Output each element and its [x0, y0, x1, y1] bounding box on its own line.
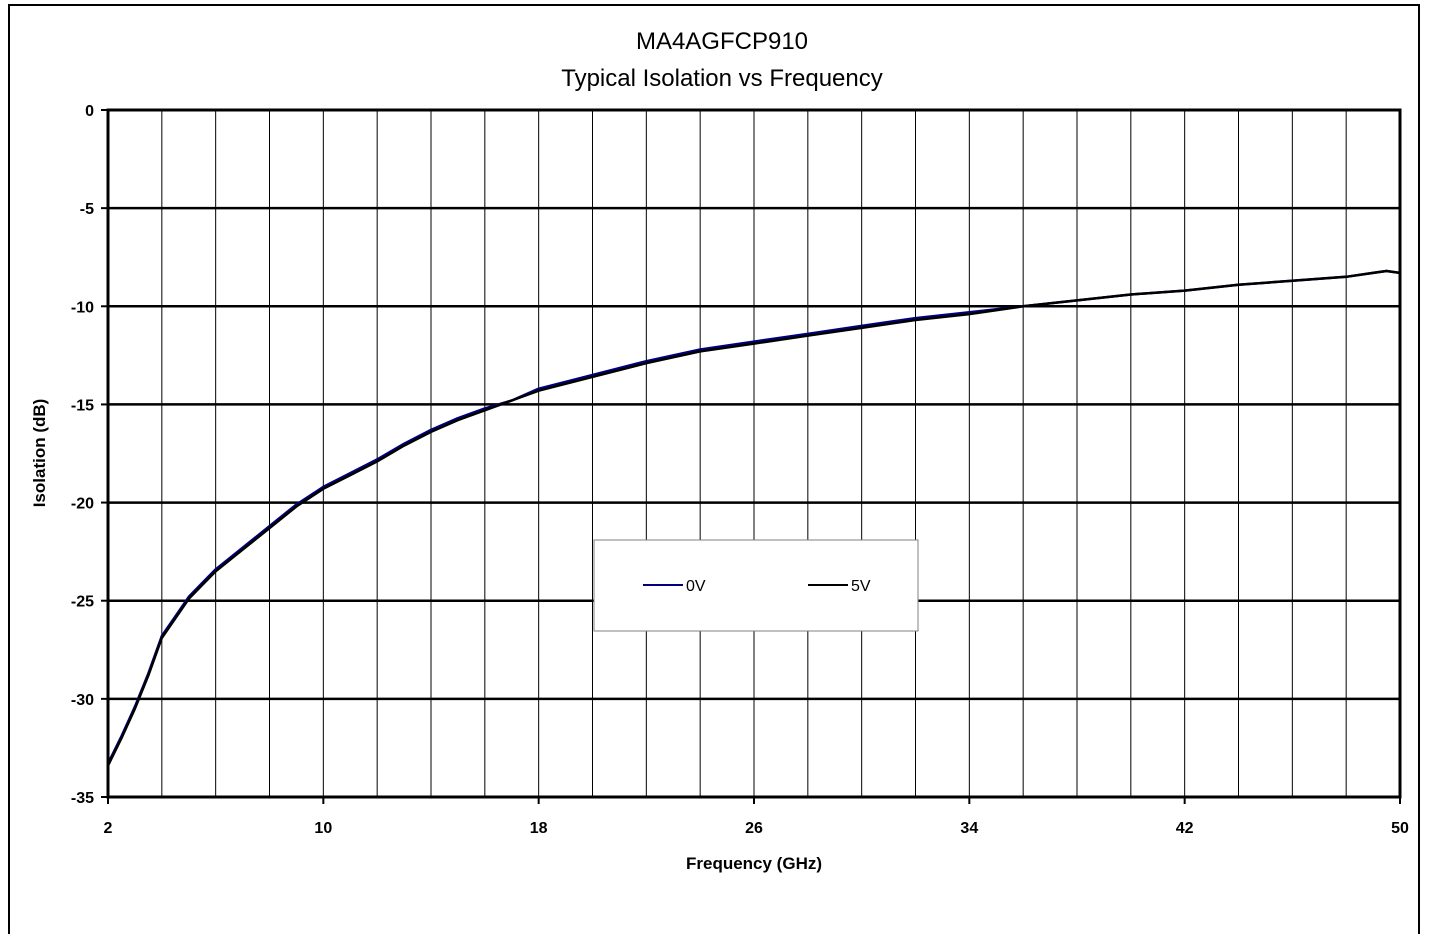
- y-tick-label: -5: [80, 201, 94, 218]
- x-tick-label: 18: [530, 820, 548, 837]
- y-tick-label: 0: [85, 103, 94, 120]
- x-tick-label: 10: [314, 820, 332, 837]
- legend-label-0v: 0V: [686, 578, 706, 595]
- legend-label-5v: 5V: [851, 578, 871, 595]
- y-tick-label: -10: [71, 299, 94, 316]
- x-axis-label: Frequency (GHz): [686, 854, 822, 873]
- x-tick-label: 26: [745, 820, 763, 837]
- x-tick-label: 42: [1176, 820, 1194, 837]
- axis-ticks: 0 -5 -10 -15 -20 -25 -30 -35 2 10 18 26 34 42 50: [71, 103, 1409, 837]
- y-axis-label: Isolation (dB): [30, 399, 49, 508]
- x-tick-label: 2: [104, 820, 113, 837]
- chart-subtitle: Typical Isolation vs Frequency: [561, 65, 882, 92]
- y-tick-label: -20: [71, 496, 94, 513]
- series-lines: [106, 269, 1401, 767]
- series-line-5v: [106, 269, 1401, 767]
- y-tick-label: -25: [71, 594, 94, 611]
- y-tick-label: -30: [71, 692, 94, 709]
- grid: [108, 110, 1400, 797]
- x-tick-label: 50: [1391, 820, 1409, 837]
- y-tick-label: -15: [71, 397, 94, 414]
- chart-title: MA4AGFCP910: [636, 28, 808, 55]
- y-tick-label: -35: [71, 790, 94, 807]
- legend: 0V 5V: [593, 539, 919, 632]
- x-tick-label: 34: [960, 820, 978, 837]
